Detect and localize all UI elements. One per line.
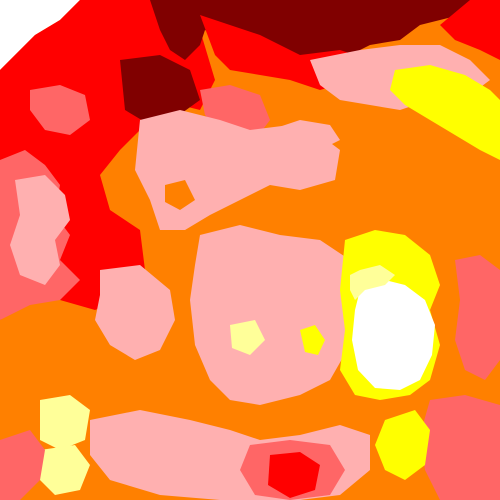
heatmap-map [0,0,500,500]
heatmap-raster [0,0,500,500]
